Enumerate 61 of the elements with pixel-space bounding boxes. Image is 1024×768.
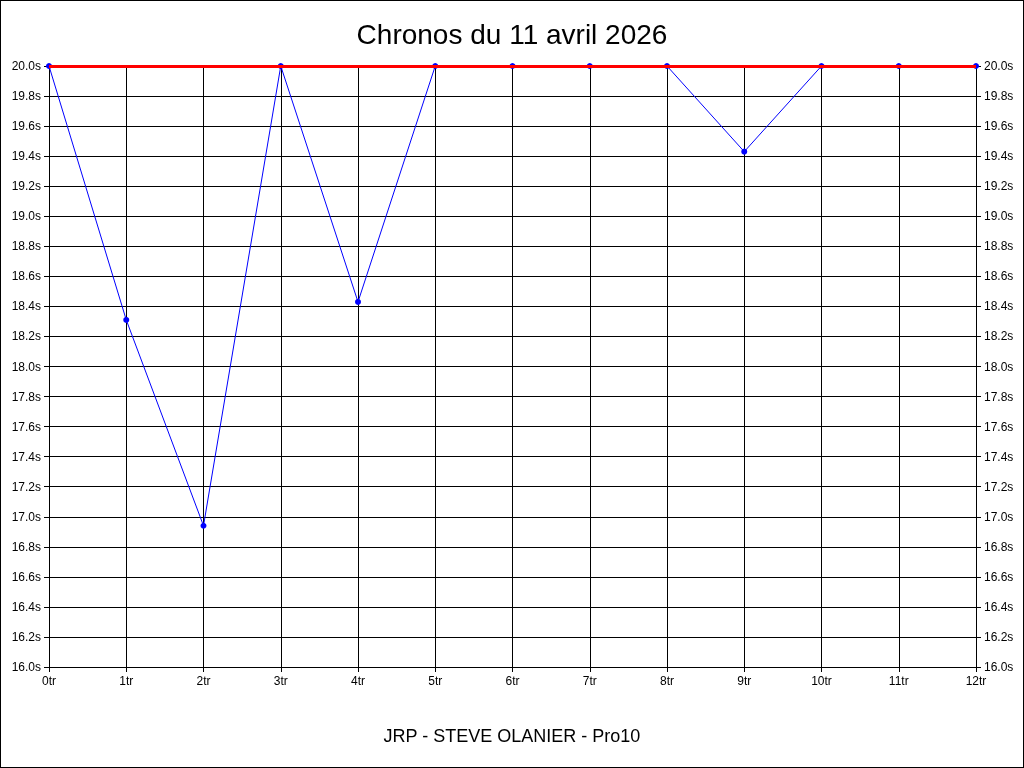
y2-tick-label: 19.0s [984,209,1014,224]
y-tick-label: 18.4s [11,299,41,314]
y2-tick-label: 17.2s [984,479,1014,494]
y-tick-label: 19.2s [11,179,41,194]
y-tick-label: 20.0s [11,59,41,73]
point [741,148,748,155]
x-tick-label: 1tr [119,674,134,688]
y2-tick-label: 16.6s [984,569,1014,584]
y2-tick-label: 18.8s [984,239,1014,254]
y2-tick-label: 17.0s [984,509,1014,524]
y-tick-label: 16.0s [11,660,41,674]
y-tick-label: 18.8s [11,239,41,254]
y2-tick-label: 16.4s [984,599,1014,614]
y-tick-label: 17.8s [11,389,41,404]
point [200,522,207,529]
y2-tick-label: 19.8s [984,89,1014,104]
y2-tick-label: 17.6s [984,419,1014,434]
y-tick-label: 19.4s [11,149,41,164]
x-tick-label: 8tr [659,674,675,688]
y-tick-label: 17.4s [11,449,41,464]
x-tick-label: 4tr [350,674,366,688]
y2-tick-label: 18.2s [984,329,1014,344]
x-tick-label: 5tr [428,674,443,688]
x-tick-label: 7tr [582,674,597,688]
x-tick-label: 0tr [41,674,57,688]
y-tick-label: 19.8s [11,89,41,104]
y-tick-label: 19.0s [11,209,41,224]
y-tick-label: 18.0s [11,359,41,374]
y-tick-label: 17.0s [11,509,41,524]
point [355,298,361,305]
y-tick-label: 16.2s [11,629,41,644]
point [123,316,130,323]
y2-tick-label: 18.6s [984,269,1014,284]
y2-tick-label: 19.4s [984,149,1014,164]
x-tick-label: 3tr [273,674,288,688]
y-tick-label: 16.8s [11,539,41,554]
y2-tick-label: 18.0s [984,359,1014,374]
x-tick-label: 2tr [196,674,211,688]
y2-tick-label: 16.8s [984,539,1014,554]
text: JRP - STEVE OLANIER - Pro10 [383,726,641,746]
x-tick-label: 6tr [505,674,520,688]
y-tick-label: 19.6s [11,119,41,134]
x-tick-label: 12tr [965,674,987,688]
y-tick-label: 18.6s [11,269,41,284]
y-tick-label: 16.4s [11,599,41,614]
x-tick-label: 9tr [737,674,752,688]
y-tick-label: 17.6s [11,419,41,434]
y2-tick-label: 18.4s [984,299,1014,314]
y2-tick-label: 16.0s [984,660,1014,674]
x-tick-label: 10tr [811,674,832,688]
x-tick-label: 11tr [888,674,909,688]
y2-tick-label: 19.2s [984,179,1014,194]
y2-tick-label: 19.6s [984,119,1014,134]
y2-tick-label: 17.8s [984,389,1014,404]
y-tick-label: 18.2s [11,329,41,344]
y-tick-label: 17.2s [11,479,41,494]
y2-tick-label: 16.2s [984,629,1014,644]
y-tick-label: 16.6s [11,569,41,584]
y2-tick-label: 20.0s [984,59,1014,73]
y2-tick-label: 17.4s [984,449,1014,464]
chart-title: Chronos du 11 avril 2026 [356,18,668,50]
